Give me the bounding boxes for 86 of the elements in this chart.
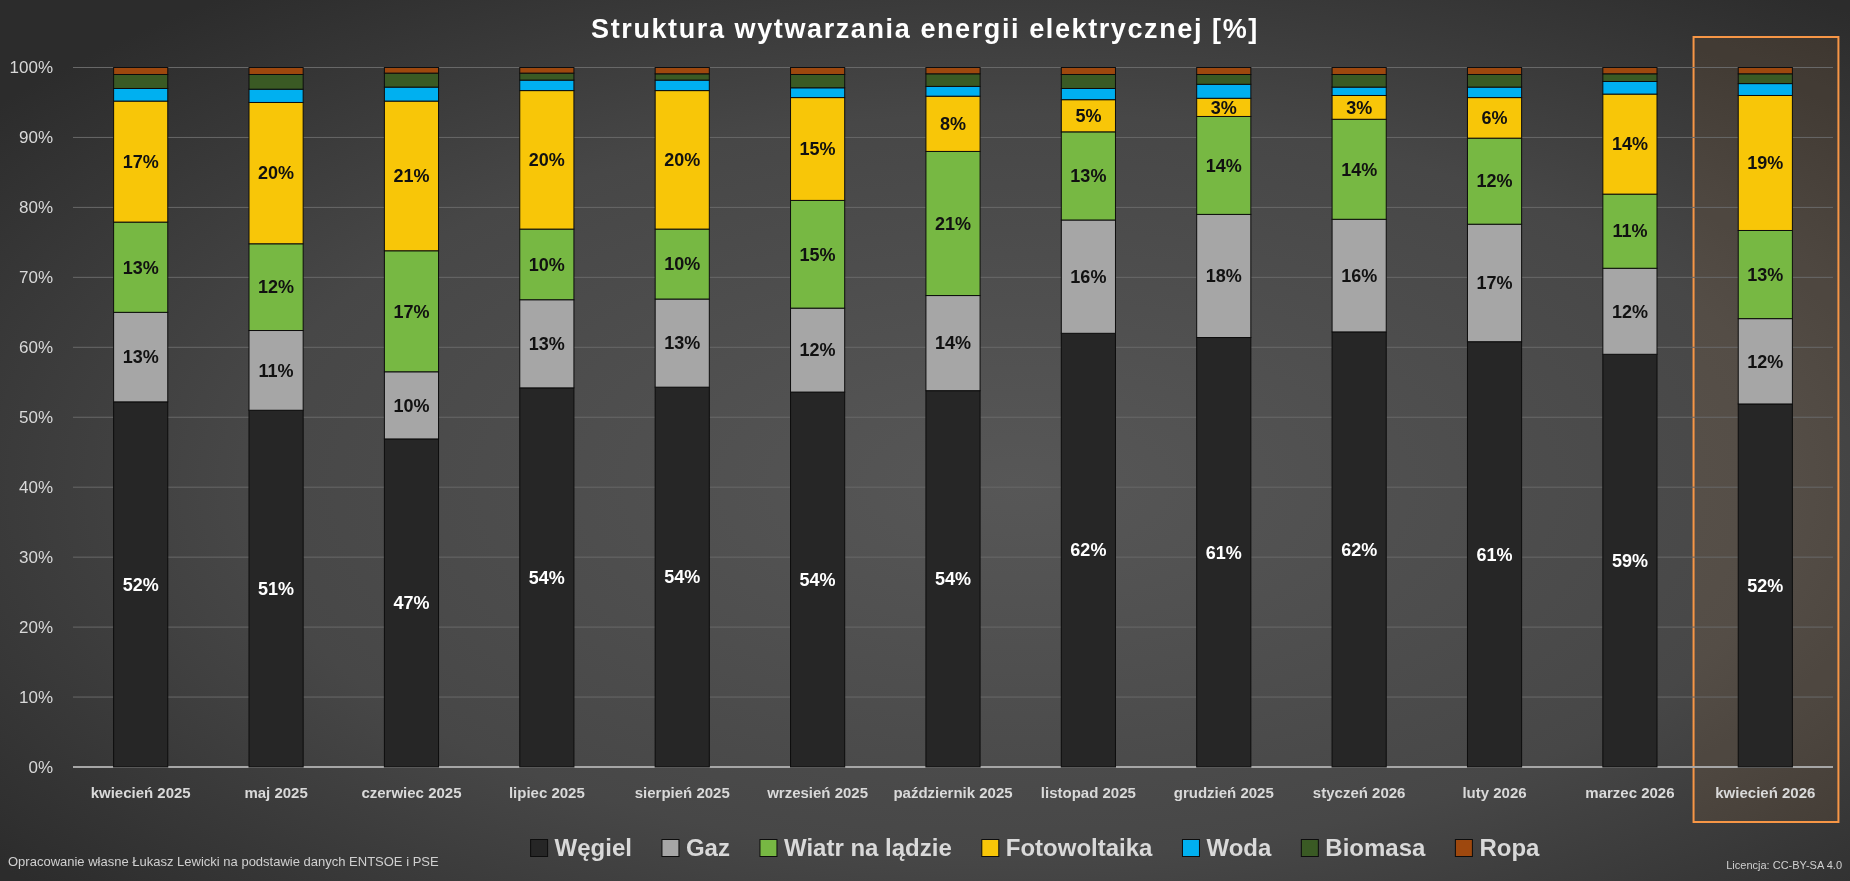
x-tick-label: styczeń 2026 <box>1312 784 1406 802</box>
data-label: 59% <box>1611 550 1648 571</box>
data-label: 19% <box>1747 153 1784 174</box>
y-tick-label: 80% <box>18 198 53 218</box>
data-label: 61% <box>1205 542 1242 563</box>
data-label: 21% <box>393 166 430 187</box>
data-label: 12% <box>1611 301 1648 322</box>
y-tick-label: 50% <box>18 408 53 428</box>
data-label: 14% <box>1611 134 1648 155</box>
data-label: 11% <box>1612 221 1648 242</box>
data-label: 20% <box>528 150 565 171</box>
data-label: 13% <box>528 334 565 355</box>
data-label: 52% <box>122 574 159 595</box>
data-label: 20% <box>258 163 295 184</box>
x-tick-label: październik 2025 <box>893 784 1013 802</box>
data-label: 13% <box>1747 264 1784 285</box>
x-tick-label: luty 2026 <box>1462 784 1527 802</box>
x-tick-label: kwiecień 2025 <box>90 784 191 802</box>
data-label: 51% <box>258 578 295 599</box>
data-label: 8% <box>939 114 967 135</box>
data-label: 12% <box>1747 351 1784 372</box>
legend-label: Gaz <box>685 834 730 862</box>
y-tick-label: 0% <box>28 757 53 777</box>
x-tick-label: wrzesień 2025 <box>766 784 869 802</box>
data-label: 17% <box>1476 273 1513 294</box>
data-label: 54% <box>528 567 565 588</box>
data-label: 54% <box>664 567 701 588</box>
data-label: 17% <box>122 151 159 172</box>
data-label: 62% <box>1341 539 1378 560</box>
data-label: 10% <box>393 395 430 416</box>
data-label: 6% <box>1481 108 1508 129</box>
x-tick-label: maj 2025 <box>244 784 308 802</box>
data-label: 14% <box>934 333 972 354</box>
y-tick-label: 70% <box>18 268 53 288</box>
legend-label: Wiatr na lądzie <box>783 834 952 862</box>
data-label: 62% <box>1070 540 1107 561</box>
data-label: 15% <box>799 139 836 160</box>
data-label: 11% <box>258 360 294 381</box>
legend-label: Węgiel <box>554 834 632 862</box>
x-tick-label: grudzień 2025 <box>1173 784 1274 802</box>
data-label: 13% <box>664 333 701 354</box>
legend-label: Woda <box>1206 834 1272 862</box>
y-tick-label: 100% <box>9 58 53 78</box>
data-label: 14% <box>1205 155 1242 176</box>
data-label: 12% <box>799 340 836 361</box>
data-label: 13% <box>122 347 159 368</box>
data-label: 10% <box>664 254 701 275</box>
data-label: 3% <box>1346 97 1373 118</box>
data-label: 18% <box>1205 266 1242 287</box>
data-label: 5% <box>1075 106 1102 127</box>
x-tick-label: sierpień 2025 <box>634 784 730 802</box>
y-tick-label: 40% <box>18 478 53 498</box>
data-label: 54% <box>799 569 836 590</box>
data-label: 21% <box>934 213 972 234</box>
text: Opracowanie własne Łukasz Lewicki na podstawie danych ENTSOE i PSE <box>8 854 439 869</box>
x-tick-label: lipiec 2025 <box>508 784 585 802</box>
y-tick-label: 20% <box>18 618 53 638</box>
x-tick-label: czerwiec 2025 <box>361 784 462 802</box>
data-label: 61% <box>1476 544 1513 565</box>
legend-label: Ropa <box>1479 834 1541 862</box>
text: Licencja: CC-BY-SA 4.0 <box>1726 859 1842 871</box>
data-label: 12% <box>258 277 295 298</box>
y-tick-label: 90% <box>18 128 53 148</box>
legend-label: Fotowoltaika <box>1005 834 1154 862</box>
data-label: 52% <box>1747 575 1784 596</box>
x-tick-label: marzec 2026 <box>1585 784 1675 802</box>
y-tick-label: 10% <box>18 688 53 707</box>
legend-label: Biomasa <box>1325 834 1427 862</box>
y-tick-label: 30% <box>18 548 53 568</box>
chart-title: Struktura wytwarzania energii elektrycznej [%] <box>591 14 1259 44</box>
y-tick-label: 60% <box>18 338 53 358</box>
data-label: 54% <box>934 569 972 590</box>
data-label: 16% <box>1070 266 1107 287</box>
data-label: 16% <box>1341 265 1378 286</box>
x-tick-label: kwiecień 2026 <box>1715 784 1816 802</box>
data-label: 13% <box>1070 166 1107 187</box>
data-label: 47% <box>393 593 430 614</box>
data-label: 17% <box>393 301 430 322</box>
data-label: 20% <box>664 150 701 171</box>
data-label: 14% <box>1341 159 1378 180</box>
data-label: 13% <box>122 257 159 278</box>
data-label: 15% <box>799 244 836 265</box>
x-tick-label: listopad 2025 <box>1040 784 1136 802</box>
data-label: 10% <box>528 254 565 275</box>
data-label: 12% <box>1476 171 1513 192</box>
data-label: 3% <box>1210 97 1237 118</box>
